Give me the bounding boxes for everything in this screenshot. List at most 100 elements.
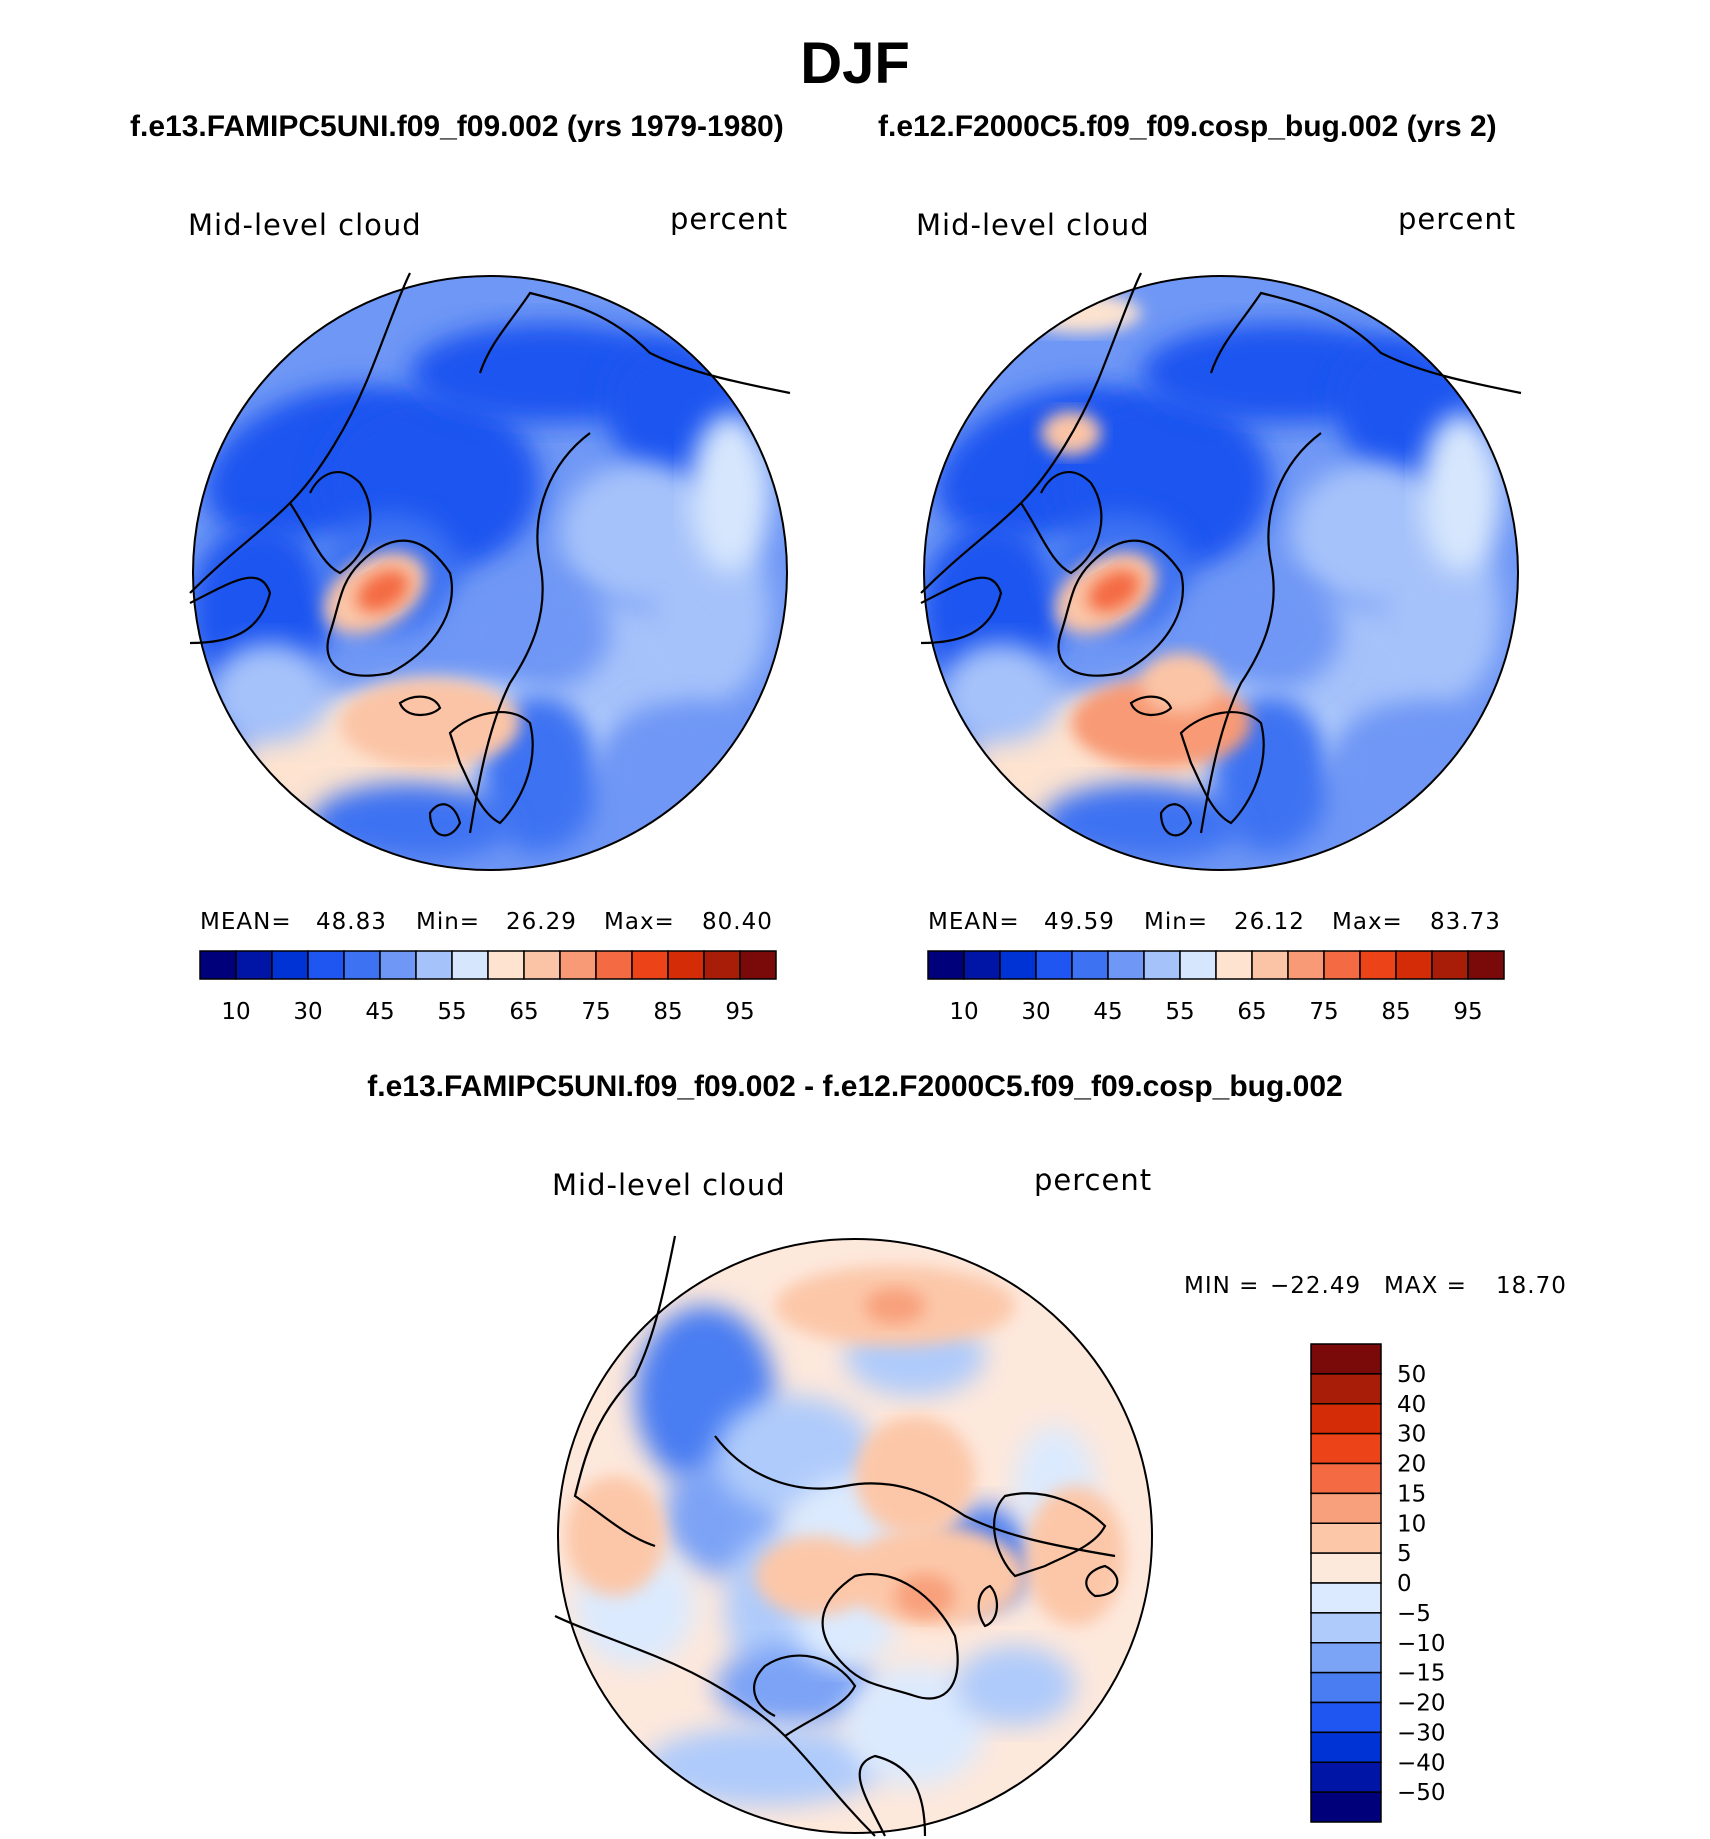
coastline-difference	[554, 1235, 1119, 1837]
cbar2-swatch	[1179, 950, 1217, 980]
cbar3-swatch	[1310, 1403, 1382, 1435]
coastline-segment	[478, 291, 791, 395]
cbar2-swatch	[1395, 950, 1433, 980]
coastline-segment	[1085, 1564, 1119, 1598]
coastline-segment	[289, 471, 372, 575]
cbar3-swatch	[1310, 1671, 1382, 1704]
cbar2-swatch	[1467, 950, 1505, 980]
map1-border	[192, 275, 788, 871]
plot2-variable-label: Mid-level cloud	[916, 208, 1150, 242]
cbar3-swatch	[1310, 1791, 1382, 1823]
cbar3-swatch	[1310, 1552, 1382, 1584]
cbar2-swatch	[927, 950, 965, 980]
contour-region	[865, 1288, 925, 1324]
coastline-case2	[920, 272, 1522, 837]
cbar1-tick-label: 95	[725, 999, 754, 1025]
coastline-segment	[448, 711, 534, 825]
cbar3-tick-label: −15	[1397, 1661, 1446, 1687]
plot1-min-label: Min=	[416, 909, 481, 935]
coastline-segment	[1159, 803, 1193, 837]
coastline-segment	[1129, 695, 1173, 716]
cbar2-tick-label: 85	[1381, 999, 1410, 1025]
contour-region	[450, 573, 610, 693]
contour-region	[690, 413, 770, 573]
plot3-units-label: percent	[1034, 1163, 1153, 1197]
cbar3-tick-label: 15	[1397, 1481, 1426, 1507]
cbar1-swatch	[415, 950, 453, 980]
cbar3-swatch	[1310, 1492, 1382, 1524]
coastline-segment	[1057, 539, 1184, 677]
coastline-segment	[428, 803, 462, 837]
plot3-max-value: 18.70	[1496, 1273, 1567, 1299]
cbar3-tick-label: −10	[1397, 1631, 1446, 1657]
plot3-stats: MIN = −22.49 MAX = 18.70	[1184, 1273, 1684, 1303]
cbar2-swatch	[1431, 950, 1469, 980]
cbar1-tick-label: 85	[653, 999, 682, 1025]
map-difference	[558, 1239, 1152, 1833]
cbar3-swatch	[1310, 1582, 1382, 1614]
contour-region	[600, 703, 740, 843]
coastline-segment	[189, 576, 272, 645]
cbar3-tick-label: 30	[1397, 1422, 1426, 1448]
cbar1-tick-label: 75	[581, 999, 610, 1025]
cbar2-swatch	[1143, 950, 1181, 980]
cbar2-tick-label: 65	[1237, 999, 1266, 1025]
map-case1	[193, 276, 787, 870]
cbar1-swatch	[271, 950, 309, 980]
colorbar-case1: 10 30 45 55 65 75 85 95	[199, 950, 777, 1025]
cbar2-tick-label: 10	[949, 999, 978, 1025]
coastline-segment	[398, 695, 442, 716]
plot2-max-label: Max=	[1332, 909, 1403, 935]
cbar2-swatch	[1251, 950, 1289, 980]
plot2-min-label: Min=	[1144, 909, 1209, 935]
cbar2-swatch	[1215, 950, 1253, 980]
cbar1-swatch	[667, 950, 705, 980]
coastline-segment	[573, 1235, 677, 1548]
plot1-mean-value: 48.83	[316, 909, 387, 935]
difference-title: f.e13.FAMIPC5UNI.f09_f09.002 - f.e12.F20…	[367, 1070, 1343, 1103]
plot1-max-value: 80.40	[702, 909, 773, 935]
cbar3-tick-label: −30	[1397, 1720, 1446, 1746]
cbar1-swatch	[235, 950, 273, 980]
plot2-max-value: 83.73	[1430, 909, 1501, 935]
cbar2-swatch	[1107, 950, 1145, 980]
cbar3-swatch	[1310, 1432, 1382, 1465]
map2-border	[923, 275, 1519, 871]
contour-region	[1181, 573, 1341, 693]
cbar1-swatch	[199, 950, 237, 980]
cbar1-swatch	[451, 950, 489, 980]
cbar1-swatch	[739, 950, 777, 980]
cbar3-tick-label: −20	[1397, 1691, 1446, 1717]
cbar3-swatch	[1310, 1343, 1382, 1375]
plot1-stats: MEAN= 48.83 Min= 26.29 Max= 80.40	[200, 909, 800, 939]
contour-region	[340, 678, 520, 768]
cbar3-swatch	[1310, 1731, 1382, 1763]
cbar2-swatch	[1323, 950, 1361, 980]
contour-region	[855, 1416, 975, 1536]
coastline-segment	[1209, 291, 1522, 395]
cbar3-swatch	[1310, 1522, 1382, 1554]
cbar1-swatch	[703, 950, 741, 980]
plot2-mean-value: 49.59	[1044, 909, 1115, 935]
coastline-segment	[977, 1584, 998, 1628]
contour-region	[1331, 703, 1471, 843]
case-title-left: f.e13.FAMIPC5UNI.f09_f09.002 (yrs 1979-1…	[130, 110, 784, 143]
coastline-segment	[858, 1754, 927, 1837]
plot2-stats: MEAN= 49.59 Min= 26.12 Max= 83.73	[928, 909, 1528, 939]
cbar1-tick-label: 55	[437, 999, 466, 1025]
contour-region	[357, 570, 409, 612]
coastline-segment	[920, 272, 1142, 594]
colorbar-case2: 10 30 45 55 65 75 85 95	[927, 950, 1505, 1025]
cbar2-swatch	[1287, 950, 1325, 980]
map3-border	[557, 1238, 1153, 1834]
cbar1-swatch	[487, 950, 525, 980]
contour-region	[210, 643, 330, 743]
cbar3-swatch	[1310, 1373, 1382, 1405]
contour-region	[1141, 653, 1221, 713]
cbar2-swatch	[1359, 950, 1397, 980]
plot1-max-label: Max=	[604, 909, 675, 935]
contour-region	[955, 1646, 1075, 1726]
cbar2-swatch	[1035, 950, 1073, 980]
